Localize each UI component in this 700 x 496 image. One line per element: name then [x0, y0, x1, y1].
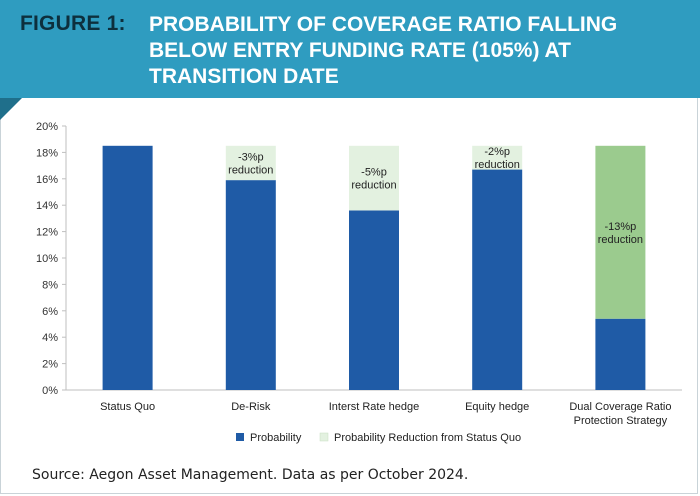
chart-container: 0% 2% 4% 6% 8% 10% 12% 14% 16% 18% 20% Status Quo -3…	[0, 110, 700, 450]
banner-fold	[0, 98, 22, 120]
probability-bar	[349, 210, 399, 390]
x-category-label: Status Quo	[100, 401, 155, 413]
y-tick-label: 20%	[36, 121, 58, 133]
y-tick-label: 14%	[36, 200, 58, 212]
x-category-label: Protection Strategy	[574, 415, 668, 427]
probability-bar	[102, 145, 153, 390]
reduction-data-label: reduction	[598, 234, 643, 246]
legend-swatch-probability	[236, 433, 244, 441]
reduction-data-label: reduction	[475, 159, 520, 171]
probability-bar	[595, 318, 646, 390]
reduction-bar	[349, 145, 399, 211]
figure-label: FIGURE 1:	[20, 12, 126, 35]
y-tick-label: 12%	[36, 227, 58, 239]
figure-title-line: TRANSITION DATE	[149, 65, 339, 88]
y-tick-label: 18%	[36, 147, 58, 159]
stacked-bar-chart: 0% 2% 4% 6% 8% 10% 12% 14% 16% 18% 20% Status Quo -3…	[36, 121, 682, 444]
reduction-data-label: -5%p	[361, 167, 387, 179]
figure-title-line: PROBABILITY OF COVERAGE RATIO FALLING	[149, 13, 618, 36]
y-tick-label: 8%	[42, 279, 58, 291]
legend-swatch-reduction	[319, 432, 329, 442]
y-tick-label: 4%	[42, 332, 58, 344]
x-category-label: Interst Rate hedge	[329, 401, 420, 413]
legend-label-reduction: Probability Reduction from Status Quo	[334, 432, 521, 444]
y-tick-label: 2%	[42, 359, 58, 371]
title-banner: FIGURE 1: PROBABILITY OF COVERAGE RATIO …	[0, 0, 700, 98]
figure-title: PROBABILITY OF COVERAGE RATIO FALLING BE…	[149, 12, 689, 90]
reduction-bar	[595, 145, 646, 319]
probability-bar	[472, 169, 523, 390]
reduction-data-label: -3%p	[238, 151, 264, 163]
y-tick-label: 0%	[42, 385, 58, 397]
x-category-label: Equity hedge	[465, 401, 529, 413]
reduction-data-label: -13%p	[605, 221, 637, 233]
source-note: Source: Aegon Asset Management. Data as …	[32, 467, 469, 483]
x-category-label: Dual Coverage Ratio	[569, 401, 671, 413]
probability-bar	[225, 180, 276, 390]
y-tick-label: 10%	[36, 253, 58, 265]
y-tick-label: 16%	[36, 174, 58, 186]
figure-title-line: BELOW ENTRY FUNDING RATE (105%) AT	[149, 39, 571, 62]
legend-label-probability: Probability	[250, 432, 302, 444]
reduction-data-label: reduction	[351, 180, 396, 192]
reduction-bar	[225, 145, 276, 181]
reduction-bar	[472, 145, 523, 170]
reduction-data-label: -2%p	[484, 146, 510, 158]
x-category-label: De-Risk	[231, 401, 271, 413]
reduction-data-label: reduction	[228, 164, 273, 176]
y-tick-label: 6%	[42, 306, 58, 318]
